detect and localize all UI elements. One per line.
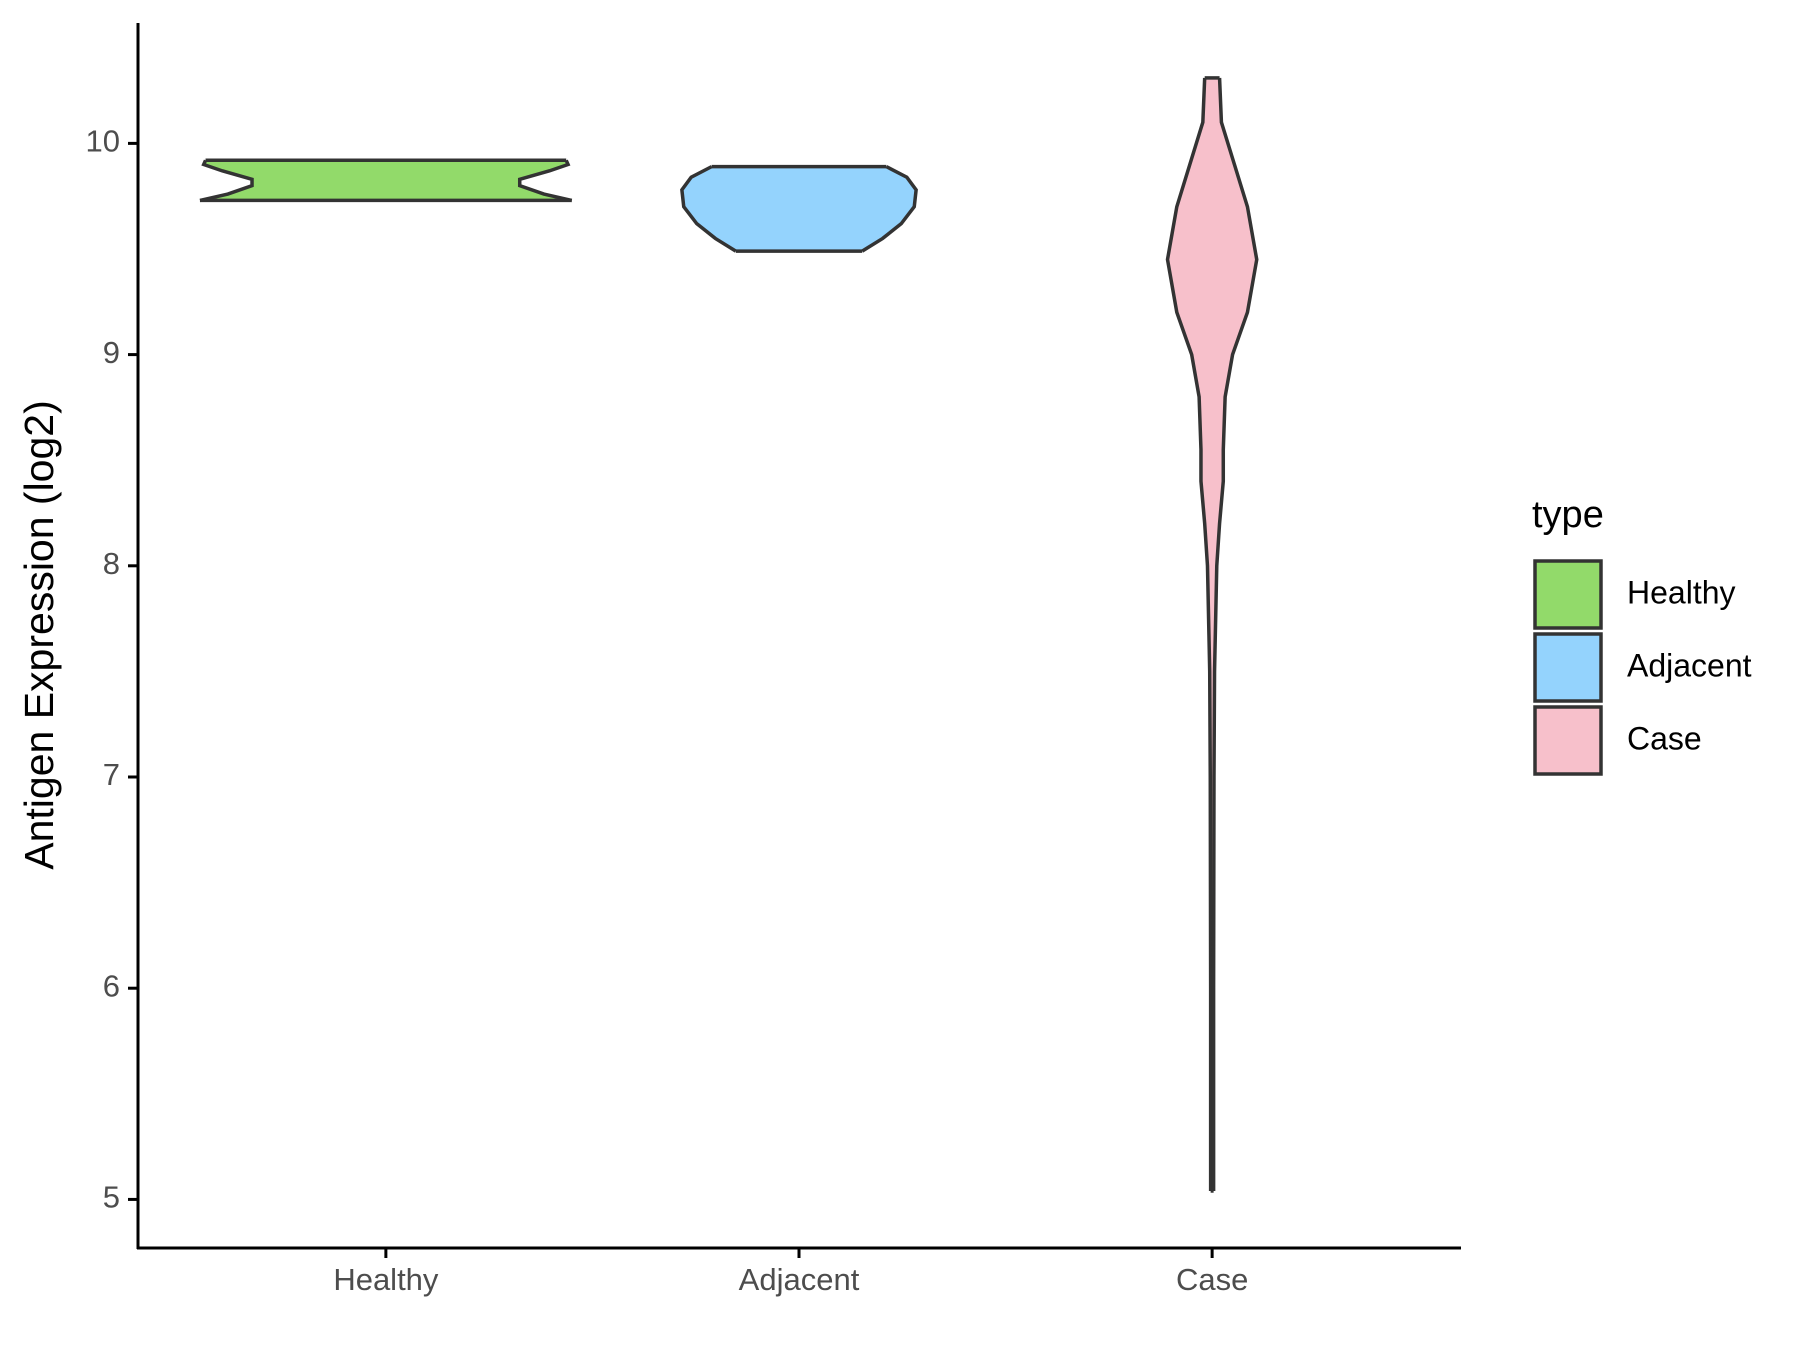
legend-key (1533, 705, 1603, 776)
x-tick-label: Adjacent (739, 1262, 860, 1297)
violin-body (199, 160, 572, 201)
y-tick-label: 9 (103, 335, 120, 370)
y-tick-label: 10 (86, 124, 120, 159)
legend-key (1533, 559, 1603, 630)
x-tick-label: Case (1176, 1262, 1248, 1297)
y-axis-title: Antigen Expression (log2) (16, 400, 62, 869)
legend-title: type (1532, 494, 1604, 536)
violin-left (1165, 77, 1213, 1191)
y-tick-label: 5 (103, 1180, 120, 1215)
violin-left (680, 165, 737, 253)
legend-key (1533, 632, 1603, 703)
violin-right (517, 159, 573, 203)
violin-body (1167, 77, 1257, 1191)
violin-left (199, 159, 254, 203)
legend-label: Case (1627, 720, 1702, 756)
legend-label: Healthy (1627, 574, 1736, 610)
violin-body (681, 166, 917, 252)
y-tick-label: 8 (103, 546, 120, 581)
x-tick-label: Healthy (333, 1262, 439, 1297)
y-tick-label: 6 (103, 968, 120, 1003)
legend-label: Adjacent (1627, 647, 1752, 683)
y-tick-label: 7 (103, 757, 120, 792)
violin-right (1211, 77, 1259, 1191)
violin-right (861, 165, 918, 253)
